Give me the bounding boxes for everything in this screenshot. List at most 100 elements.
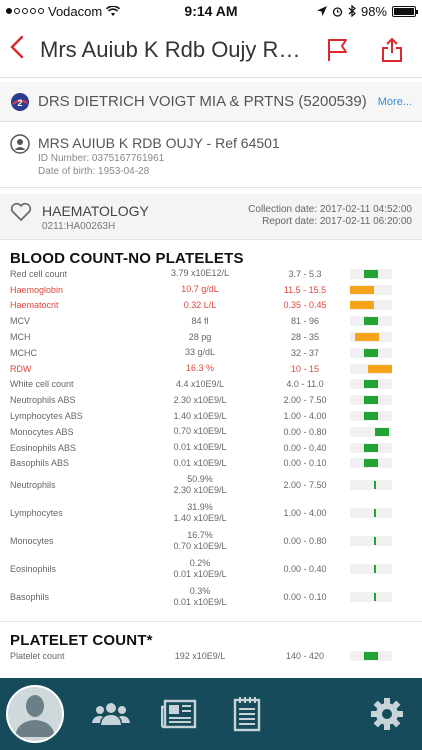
table-row[interactable]: White cell count 4.4 x10E9/L 4.0 - 11.0 (10, 377, 412, 393)
result-range: 1.00 - 4.00 (283, 508, 327, 519)
result-range: 32 - 37 (290, 347, 320, 358)
result-value-primary: 31.9% (187, 502, 213, 513)
table-row[interactable]: Lymphocytes ABS 1.40 x10E9/L 1.00 - 4.00 (10, 408, 412, 424)
result-value-primary: 0.01 x10E9/L (173, 442, 227, 453)
result-range: 4.0 - 11.0 (286, 379, 324, 390)
table-row[interactable]: Neutrophils 50.9% 2.30 x10E9/L 2.00 - 7.50 (10, 471, 412, 499)
tab-news[interactable] (152, 678, 206, 750)
table-row[interactable]: Neutrophils ABS 2.30 x10E9/L 2.00 - 7.50 (10, 392, 412, 408)
range-bar (350, 268, 392, 279)
section-title: HAEMATOLOGY (42, 203, 149, 219)
tab-settings[interactable] (360, 678, 414, 750)
result-value-primary: 10.7 g/dL (181, 284, 219, 295)
range-bar (350, 458, 392, 469)
table-row[interactable]: MCH 28 pg 28 - 35 (10, 329, 412, 345)
result-range: 1.00 - 4.00 (283, 411, 327, 422)
page-title: Mrs Auiub K Rdb Oujy Ref 64501 (40, 36, 304, 62)
result-value: 0.3% 0.01 x10E9/L (140, 586, 260, 608)
table-row[interactable]: Eosinophils ABS 0.01 x10E9/L 0.00 - 0.40 (10, 440, 412, 456)
tab-contacts[interactable] (84, 678, 138, 750)
table-row[interactable]: Basophils 0.3% 0.01 x10E9/L 0.00 - 0.10 (10, 583, 412, 611)
result-value: 31.9% 1.40 x10E9/L (140, 502, 260, 524)
result-name: Eosinophils ABS (10, 442, 77, 453)
result-value-primary: 0.70 x10E9/L (173, 426, 227, 437)
range-bar (350, 379, 392, 390)
table-row[interactable]: Monocytes ABS 0.70 x10E9/L 0.00 - 0.80 (10, 424, 412, 440)
result-value: 84 fl (140, 316, 260, 327)
status-bar: Vodacom 9:14 AM 98% (0, 0, 422, 22)
heart-icon[interactable] (10, 202, 32, 222)
result-range: 0.00 - 0.10 (283, 592, 327, 603)
result-name: Lymphocytes ABS (10, 411, 83, 422)
patient-info: MRS AUIUB K RDB OUJY - Ref 64501 ID Numb… (30, 134, 280, 177)
range-marker (355, 333, 379, 342)
wifi-icon (106, 5, 121, 16)
result-value: 0.70 x10E9/L (140, 426, 260, 437)
result-value: 1.40 x10E9/L (140, 411, 260, 422)
result-name: Basophils ABS (10, 458, 70, 469)
range-marker (364, 443, 378, 452)
table-row[interactable]: Lymphocytes 31.9% 1.40 x10E9/L 1.00 - 4.00 (10, 499, 412, 527)
range-marker (364, 380, 378, 389)
section-left: HAEMATOLOGY 0211:HA00263H (10, 202, 248, 232)
result-value-primary: 0.32 L/L (183, 299, 217, 310)
result-range: 28 - 35 (290, 332, 320, 343)
flag-button[interactable] (318, 30, 358, 70)
range-bar (350, 592, 392, 603)
result-name: MCV (10, 316, 30, 327)
result-value-primary: 16.7% (187, 530, 213, 541)
range-marker (368, 364, 392, 373)
range-bar (350, 316, 392, 327)
tab-profile[interactable] (0, 678, 70, 750)
nav-bar: Mrs Auiub K Rdb Oujy Ref 64501 (0, 22, 422, 78)
result-name: MCH (10, 332, 31, 343)
share-icon (382, 37, 402, 62)
result-value: 192 x10E9/L (140, 651, 260, 662)
result-value-primary: 3.79 x10E12/L (170, 268, 230, 279)
table-row[interactable]: RDW 16.3 % 10 - 15 (10, 361, 412, 377)
table-row[interactable]: Platelet count 192 x10E9/L 140 - 420 (10, 648, 412, 664)
table-row[interactable]: Monocytes 16.7% 0.70 x10E9/L 0.00 - 0.80 (10, 527, 412, 555)
table-row[interactable]: Basophils ABS 0.01 x10E9/L 0.00 - 0.10 (10, 456, 412, 472)
collection-date: Collection date: 2017-02-11 04:52:00 (248, 204, 412, 215)
table-row[interactable]: Haemoglobin 10.7 g/dL 11.5 - 15.5 (10, 282, 412, 298)
result-name: Platelet count (10, 651, 65, 662)
tab-notes[interactable] (220, 678, 274, 750)
share-button[interactable] (372, 30, 412, 70)
range-bar (350, 442, 392, 453)
result-range: 2.00 - 7.50 (283, 480, 327, 491)
table-row[interactable]: MCHC 33 g/dL 32 - 37 (10, 345, 412, 361)
range-marker (374, 593, 376, 602)
table-row[interactable]: Red cell count 3.79 x10E12/L 3.7 - 5.3 (10, 266, 412, 282)
range-bar (350, 508, 392, 519)
range-bar (350, 332, 392, 343)
back-button[interactable] (10, 35, 36, 65)
range-marker (350, 285, 374, 294)
result-range: 0.00 - 0.10 (283, 458, 327, 469)
more-link[interactable]: More... (377, 95, 412, 108)
battery-level (394, 7, 414, 15)
range-marker (374, 481, 376, 490)
location-icon (316, 6, 327, 16)
table-row[interactable]: Eosinophils 0.2% 0.01 x10E9/L 0.00 - 0.40 (10, 555, 412, 583)
result-value-primary: 84 fl (191, 315, 209, 326)
result-range: 0.00 - 0.40 (283, 564, 327, 575)
doctor-row[interactable]: 2 DRS DIETRICH VOIGT MIA & PRTNS (520053… (0, 82, 422, 122)
result-value: 4.4 x10E9/L (140, 379, 260, 390)
result-value: 50.9% 2.30 x10E9/L (140, 474, 260, 496)
chevron-left-icon (10, 35, 24, 58)
table-row[interactable]: Haematocrit 0.32 L/L 0.35 - 0.45 (10, 298, 412, 314)
status-left: Vodacom (6, 3, 121, 19)
carrier-label: Vodacom (48, 3, 103, 19)
results-list: BLOOD COUNT-NO PLATELETS Red cell count 3.… (0, 240, 422, 664)
range-marker (374, 537, 376, 546)
signal-icon (6, 8, 44, 14)
report-date: Report date: 2017-02-11 06:20:00 (262, 216, 412, 227)
flag-icon (328, 38, 347, 61)
svg-text:2: 2 (17, 98, 22, 108)
table-row[interactable]: MCV 84 fl 81 - 96 (10, 313, 412, 329)
result-name: Haematocrit (10, 300, 59, 311)
range-marker (350, 301, 374, 310)
result-name: Eosinophils (10, 564, 57, 575)
settings-icon (371, 698, 403, 730)
